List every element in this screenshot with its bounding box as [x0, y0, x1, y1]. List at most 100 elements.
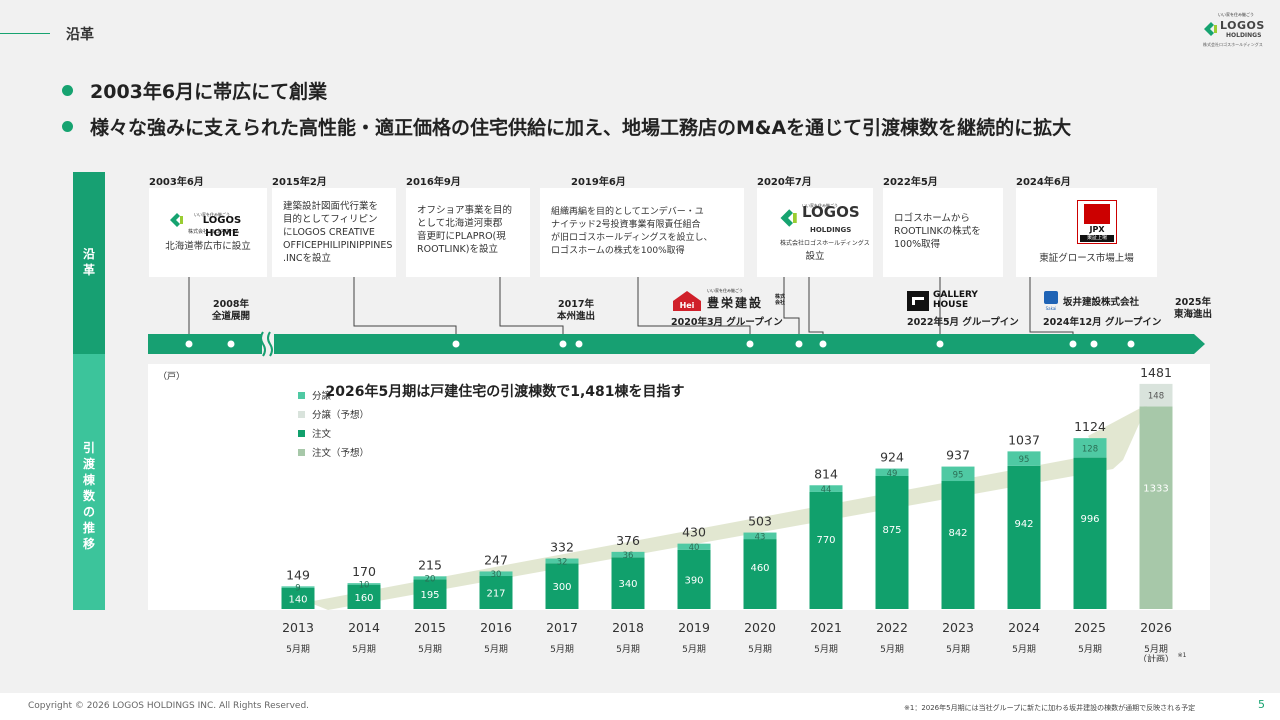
value-bunjo: 36	[623, 551, 634, 561]
value-chumon: 140	[288, 594, 307, 605]
bar-chumon	[281, 587, 315, 609]
connector-2024	[1029, 277, 1074, 344]
event-box-2022: ロゴスホームから ROOTLINKの株式を 100%取得	[883, 188, 1003, 277]
logo-tagline: いい家を住み継ごう	[1218, 12, 1254, 17]
sakai-logo: Sakai 坂井建設株式会社	[1043, 291, 1153, 313]
axis-year: 2014	[348, 620, 380, 635]
bar-chumon	[677, 549, 711, 609]
event-line: ロゴスホームの株式を100%取得	[551, 246, 685, 256]
timeline-break	[260, 331, 274, 357]
logo-name: LOGOS	[1220, 19, 1265, 32]
milestone-text: 本州進出	[556, 311, 595, 322]
value-total: 215	[418, 557, 442, 572]
bar-chumon	[347, 584, 381, 609]
bar-bunjo	[1007, 451, 1041, 466]
event-text: 東証グロース市場上場	[1039, 253, 1134, 264]
axis-period: 5月期	[484, 644, 508, 655]
axis-year: 2022	[876, 620, 908, 635]
timeline-dot	[1127, 340, 1135, 348]
value-total: 170	[352, 564, 376, 579]
event-line: ロゴスホームから	[894, 213, 970, 224]
value-bunjo: 32	[557, 557, 568, 567]
timeline	[148, 277, 1205, 357]
timeline-dot	[227, 340, 235, 348]
axis-period: 5月期	[814, 644, 838, 655]
chart-title: 2026年5月期は戸建住宅の引渡棟数で1,481棟を目指す	[326, 383, 685, 400]
milestone-year: 2008年	[213, 299, 249, 310]
bar-chumon	[413, 579, 447, 609]
axis-period: 5月期	[352, 644, 376, 655]
value-bunjo: 128	[1082, 444, 1098, 454]
milestone-2008: 2008年 全道展開	[206, 299, 256, 323]
connector-2020-holdings	[808, 277, 824, 344]
timeline-dot	[746, 340, 754, 348]
bar-bunjo	[1073, 438, 1107, 458]
logo-sub: HOLDINGS	[810, 226, 852, 234]
bullet-growth: 様々な強みに支えられた高性能・適正価格の住宅供給に加え、地場工務店のM&Aを通じ…	[62, 113, 1071, 140]
event-line: 建築設計図面代行業を	[283, 201, 379, 212]
connector-2016	[499, 277, 564, 344]
company-logo: いい家を住み継ごう LOGOS HOLDINGS 株式会社ロゴスホールディングス	[1198, 12, 1268, 48]
value-chumon: 390	[684, 575, 703, 586]
value-chumon: 460	[750, 563, 769, 574]
value-chumon: 217	[486, 589, 505, 600]
event-line: として北海道河東郡	[417, 218, 503, 229]
event-box-2020: いい家を住み継ごう LOGOS HOLDINGS 株式会社ロゴスホールディングス…	[757, 188, 873, 277]
connector-2019	[637, 277, 751, 344]
footnote: ※1：2026年5月期には当社グループに新たに加わる坂井建設の棟数が通期で反映さ…	[904, 704, 1196, 712]
bar-bunjo	[413, 576, 447, 580]
logo-name: 坂井建設株式会社	[1063, 297, 1140, 308]
sidebar-deliveries-char: 数	[82, 489, 95, 503]
bar-chumon	[1007, 465, 1041, 609]
logo-suffix: 株式会社	[775, 294, 786, 306]
bar-bunjo	[479, 571, 513, 577]
sidebar-deliveries-char: 移	[82, 537, 95, 551]
value-bunjo: 44	[821, 485, 832, 495]
connector-2020-group	[783, 277, 800, 344]
bar-bunjo	[611, 551, 645, 558]
logo-tagline: いい家を住み継ごう	[802, 203, 838, 208]
value-total: 430	[682, 525, 706, 540]
event-line: ROOTLINK)を設立	[417, 244, 498, 255]
axis-year: 2017	[546, 620, 578, 635]
logos-mark-icon	[1204, 22, 1217, 36]
logo-name: 豊栄建設	[707, 296, 764, 310]
bullet-text: 2003年6月に帯広にて創業	[90, 81, 328, 103]
gallery-house-icon	[907, 291, 929, 311]
sidebar-deliveries-char: 引	[82, 441, 95, 455]
value-total: 376	[616, 533, 640, 548]
bar-bunjo	[1139, 383, 1173, 407]
hoei-logo: Hei いい家を住み継ごう 豊栄建設 株式会社	[673, 288, 793, 313]
legend-label: 分譲（予想）	[312, 409, 369, 421]
event-box-2003: いい家を住み継ごう LOGOS HOME 株式会社 ロゴスホーム 北海道帯広市に…	[149, 188, 267, 277]
value-bunjo: 30	[491, 570, 502, 580]
bar-chumon	[941, 481, 975, 609]
bar-chumon	[743, 539, 777, 609]
bar-chumon	[809, 491, 843, 609]
event-line: 音更町にPLAPRO(現	[417, 231, 506, 242]
axis-period: 5月期	[286, 644, 310, 655]
axis-year: 2025	[1074, 620, 1106, 635]
event-date: 2020年7月	[757, 177, 812, 188]
event-box-2015: 建築設計図面代行業を 目的としてフィリピン にLOGOS CREATIVE OF…	[272, 188, 396, 277]
value-chumon: 875	[882, 525, 901, 536]
groupin-2024: 2024年12月 グループイン	[1043, 317, 1162, 328]
connector-2015	[353, 277, 457, 344]
event-line: .INCを設立	[283, 253, 332, 264]
axis-year: 2020	[744, 620, 776, 635]
value-chumon: 160	[354, 593, 373, 604]
sidebar-deliveries-label: 引渡棟数の推移	[73, 440, 105, 552]
timeline-dot	[1069, 340, 1077, 348]
sidebar-deliveries-char: 推	[82, 521, 95, 535]
axis-period: 5月期	[1144, 644, 1168, 655]
event-line: ROOTLINKの株式を	[894, 226, 981, 237]
chart-panel-cut	[1138, 610, 1210, 662]
header-line	[0, 33, 50, 34]
value-chumon: 195	[420, 590, 439, 601]
axis-period: 5月期	[550, 644, 574, 655]
bar-chumon	[875, 476, 909, 609]
legend-swatch	[298, 411, 305, 418]
sidebar-history-char: 沿	[82, 247, 95, 261]
sakai-mark-icon: Sakai	[1044, 291, 1058, 311]
